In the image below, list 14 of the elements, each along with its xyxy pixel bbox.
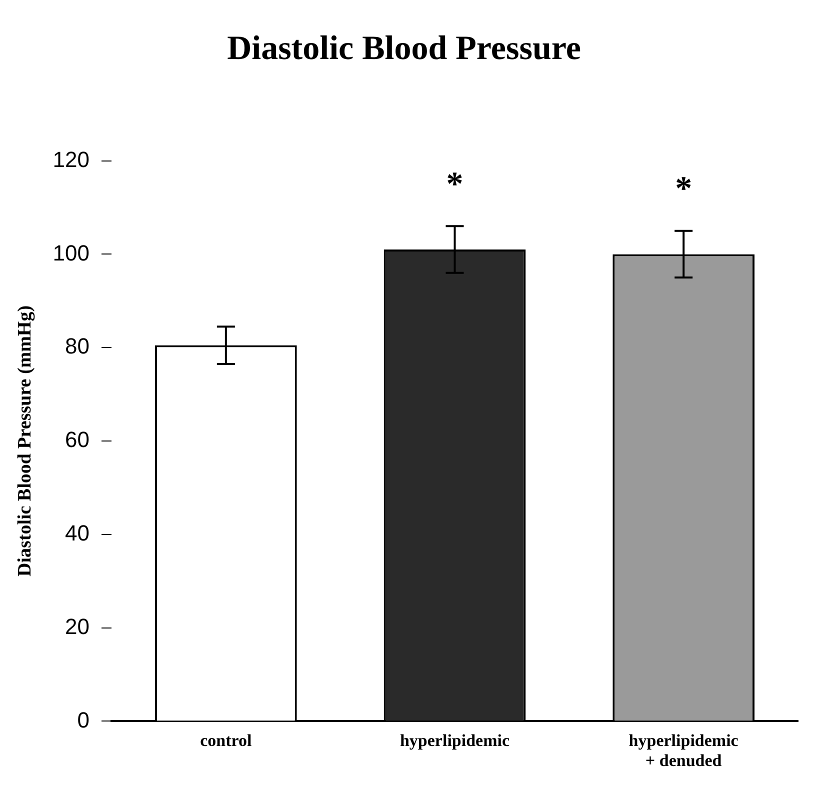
x-tick-label: hyperlipidemic: [400, 730, 510, 750]
annotation: *: [446, 166, 464, 203]
x-tick-label: hyperlipidemic + denuded: [628, 730, 739, 770]
y-tick-label: 40: [65, 520, 90, 546]
y-axis-title: Diastolic Blood Pressure (mmHg): [14, 305, 36, 577]
x-tick-label: control: [200, 730, 252, 750]
y-tick-label: 60: [65, 427, 90, 452]
y-tick-label: 100: [52, 240, 90, 266]
y-tick-label: 120: [52, 146, 90, 172]
chart-title: Diastolic Blood Pressure: [227, 30, 581, 68]
y-tick-label: 20: [65, 614, 90, 639]
y-tick-label: 0: [77, 707, 90, 732]
annotation: *: [675, 170, 692, 208]
y-tick-label: 80: [65, 334, 90, 359]
